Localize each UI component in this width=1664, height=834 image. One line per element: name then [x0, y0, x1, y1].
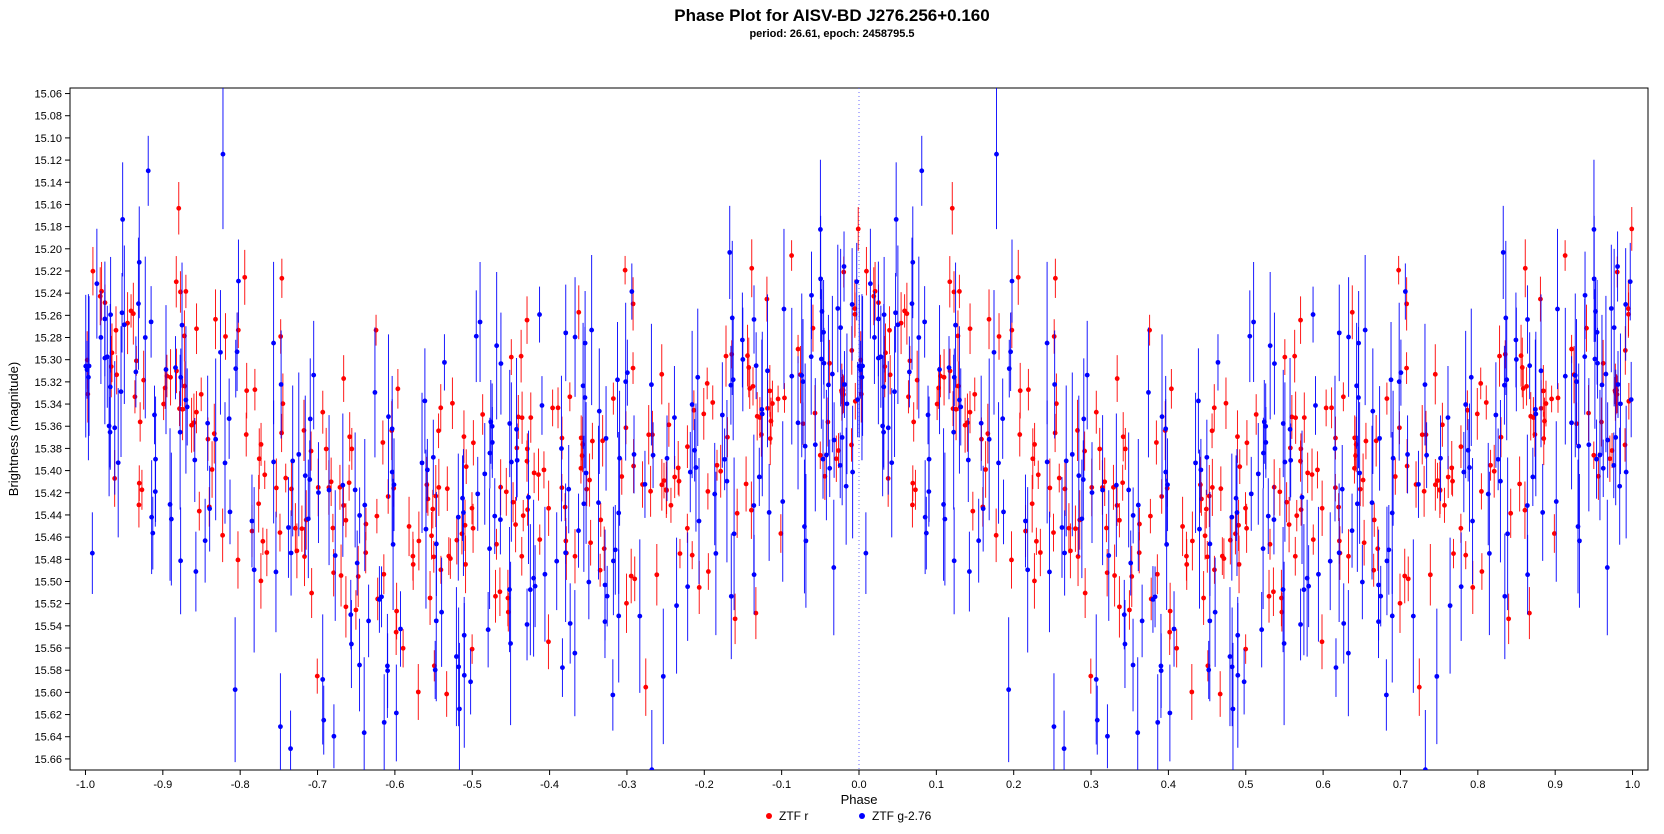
- y-tick-label: 15.64: [34, 732, 62, 744]
- y-tick-label: 15.48: [34, 554, 62, 566]
- y-tick-label: 15.26: [34, 310, 62, 322]
- y-tick-label: 15.62: [34, 710, 62, 722]
- chart-title: Phase Plot for AISV-BD J276.256+0.160: [0, 6, 1664, 26]
- x-tick-label: 0.4: [1161, 779, 1176, 791]
- x-tick-label: 0.6: [1315, 779, 1330, 791]
- y-tick-label: 15.28: [34, 333, 62, 345]
- y-axis-label: Brightness (magnitude): [6, 362, 21, 496]
- legend-marker: [766, 813, 772, 819]
- x-tick-label: 0.0: [851, 779, 866, 791]
- y-tick-label: 15.42: [34, 488, 62, 500]
- x-tick-label: -1.0: [76, 779, 95, 791]
- y-tick-label: 15.30: [34, 355, 62, 367]
- legend-label: ZTF r: [779, 809, 808, 823]
- x-tick-label: 1.0: [1625, 779, 1640, 791]
- y-tick-label: 15.38: [34, 443, 62, 455]
- x-tick-label: 0.3: [1083, 779, 1098, 791]
- y-tick-label: 15.52: [34, 599, 62, 611]
- x-tick-label: 0.5: [1238, 779, 1253, 791]
- phase-plot: 15.06 15.08 15.10 15.12 15.14 15.16 15.18 15.20…: [0, 40, 1664, 830]
- y-tick-label: 15.40: [34, 466, 62, 478]
- y-tick-label: 15.08: [34, 111, 62, 123]
- x-tick-label: 0.1: [929, 779, 944, 791]
- y-tick-label: 15.20: [34, 244, 62, 256]
- y-tick-label: 15.18: [34, 222, 62, 234]
- x-tick-label: 0.7: [1393, 779, 1408, 791]
- x-tick-label: -0.1: [772, 779, 791, 791]
- x-tick-label: -0.3: [617, 779, 636, 791]
- y-tick-label: 15.10: [34, 133, 62, 145]
- x-tick-label: -0.6: [385, 779, 404, 791]
- x-axis-label: Phase: [841, 792, 878, 807]
- chart-subtitle: period: 26.61, epoch: 2458795.5: [0, 28, 1664, 40]
- y-tick-label: 15.46: [34, 532, 62, 544]
- x-tick-label: 0.9: [1548, 779, 1563, 791]
- y-tick-label: 15.06: [34, 89, 62, 101]
- y-tick-label: 15.66: [34, 754, 62, 766]
- y-tick-label: 15.56: [34, 643, 62, 655]
- y-tick-label: 15.16: [34, 199, 62, 211]
- y-tick-label: 15.34: [34, 399, 62, 411]
- y-tick-label: 15.24: [34, 288, 62, 300]
- y-tick-label: 15.36: [34, 421, 62, 433]
- y-tick-label: 15.44: [34, 510, 62, 522]
- y-tick-label: 15.22: [34, 266, 62, 278]
- legend-marker: [859, 813, 865, 819]
- legend-label: ZTF g-2.76: [872, 809, 932, 823]
- x-tick-label: -0.4: [540, 779, 559, 791]
- y-tick-label: 15.32: [34, 377, 62, 389]
- y-tick-label: 15.54: [34, 621, 62, 633]
- x-tick-label: -0.9: [153, 779, 172, 791]
- x-tick-label: -0.5: [463, 779, 482, 791]
- x-tick-label: -0.7: [308, 779, 327, 791]
- y-tick-label: 15.60: [34, 687, 62, 699]
- y-tick-label: 15.14: [34, 177, 62, 189]
- x-tick-label: 0.2: [1006, 779, 1021, 791]
- x-tick-label: -0.2: [695, 779, 714, 791]
- y-tick-label: 15.50: [34, 576, 62, 588]
- y-tick-label: 15.58: [34, 665, 62, 677]
- y-tick-label: 15.12: [34, 155, 62, 167]
- x-tick-label: -0.8: [231, 779, 250, 791]
- x-tick-label: 0.8: [1470, 779, 1485, 791]
